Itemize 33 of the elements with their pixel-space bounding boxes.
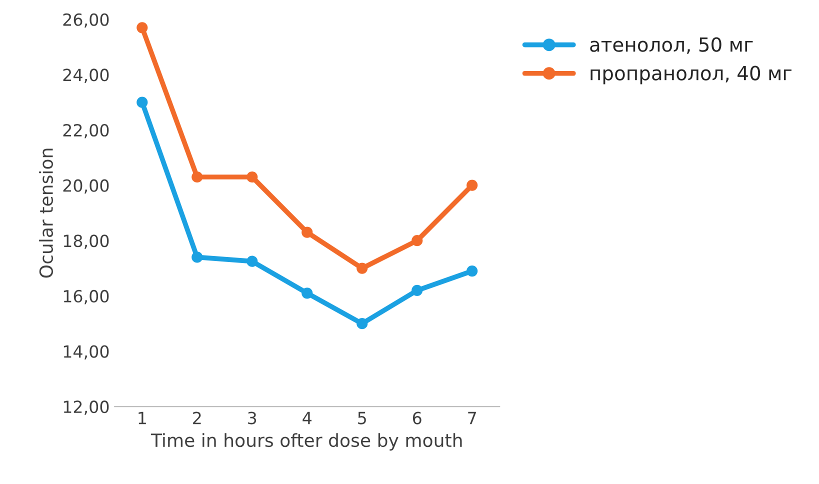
y-tick-label: 20,00 (63, 179, 109, 194)
y-axis-title: Ocular tension (39, 148, 54, 278)
y-tick-label: 16,00 (64, 290, 109, 304)
y-tick-label: 26,00 (63, 13, 109, 28)
point (302, 288, 313, 299)
point (466, 265, 478, 277)
point (192, 171, 203, 183)
point (136, 96, 148, 108)
x-tick-label: 7 (468, 412, 476, 424)
legend-label: пропранолол, 40 мг (590, 66, 792, 84)
point (412, 284, 423, 296)
x-tick-label: 2 (193, 412, 201, 424)
y-tick-label: 18,00 (64, 234, 109, 249)
y-tick-label: 14,00 (64, 345, 109, 360)
y-tick-label: 12,00 (64, 400, 109, 415)
x-tick-label: 5 (358, 412, 366, 424)
x-tick-label: 6 (412, 412, 422, 424)
point (356, 262, 368, 274)
point (466, 180, 478, 191)
y-tick-label: 24,00 (63, 68, 109, 83)
x-axis-title: Time in hours ofter dose by mouth (150, 433, 462, 451)
point (302, 226, 313, 238)
y-tick-label: 22,00 (63, 124, 109, 138)
point (412, 235, 423, 246)
x-tick-label: 3 (248, 412, 256, 424)
point (136, 22, 148, 34)
point (246, 171, 258, 183)
point (192, 252, 203, 263)
x-tick-label: 4 (302, 412, 312, 424)
point (356, 318, 368, 330)
x-tick-label: 1 (138, 412, 146, 424)
legend-label: атенолол, 50 мг (590, 37, 753, 54)
point (246, 256, 258, 267)
